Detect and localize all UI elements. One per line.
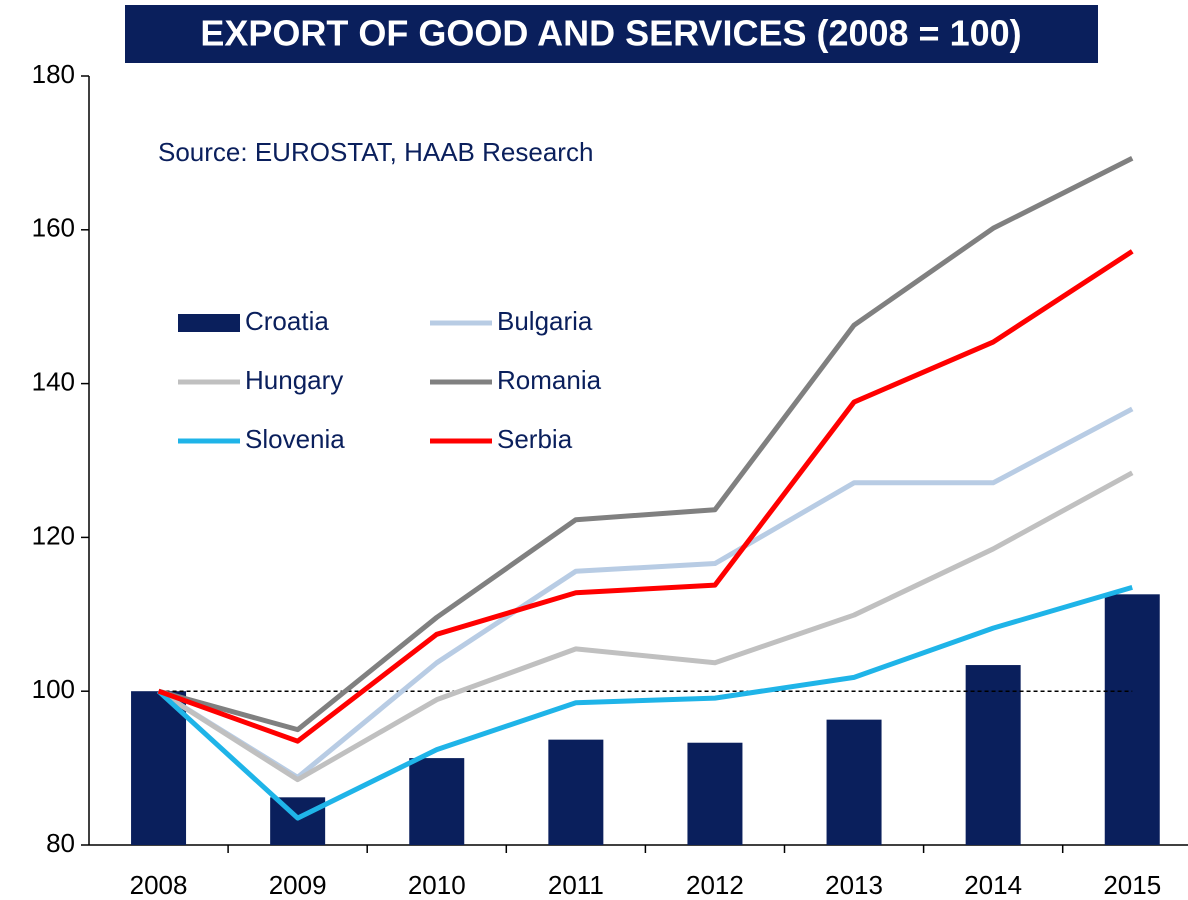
chart-title: EXPORT OF GOOD AND SERVICES (2008 = 100) xyxy=(200,13,1021,54)
legend-label: Slovenia xyxy=(245,424,345,454)
bar xyxy=(270,797,326,845)
bar xyxy=(687,742,743,845)
x-tick-label: 2008 xyxy=(130,870,188,900)
title-box xyxy=(125,5,1098,63)
x-tick-label: 2010 xyxy=(408,870,466,900)
x-tick-label: 2011 xyxy=(548,870,604,900)
x-tick-label: 2009 xyxy=(269,870,327,900)
y-tick-label: 180 xyxy=(32,59,75,89)
line xyxy=(157,406,1134,780)
y-tick-label: 140 xyxy=(32,366,75,396)
line xyxy=(157,156,1134,733)
legend-swatch xyxy=(178,314,240,332)
bar xyxy=(1104,594,1160,845)
y-tick-label: 120 xyxy=(32,520,75,550)
legend-label: Romania xyxy=(497,365,602,395)
legend-label: Bulgaria xyxy=(497,306,593,336)
x-tick-label: 2012 xyxy=(686,870,744,900)
source-note: Source: EUROSTAT, HAAB Research xyxy=(158,137,593,167)
x-tick-label: 2015 xyxy=(1103,870,1161,900)
x-tick-label: 2013 xyxy=(825,870,883,900)
line xyxy=(157,249,1134,744)
bar xyxy=(131,691,187,845)
x-tick-label: 2014 xyxy=(964,870,1022,900)
bar xyxy=(965,665,1021,845)
bar xyxy=(409,758,465,845)
legend-label: Hungary xyxy=(245,365,343,395)
line xyxy=(157,470,1134,783)
y-tick-label: 80 xyxy=(46,828,75,858)
y-tick-label: 100 xyxy=(32,674,75,704)
bar xyxy=(548,739,604,845)
bar xyxy=(826,719,882,845)
y-tick-label: 160 xyxy=(32,213,75,243)
legend-label: Croatia xyxy=(245,306,329,336)
legend-label: Serbia xyxy=(497,424,573,454)
line xyxy=(156,584,1133,821)
